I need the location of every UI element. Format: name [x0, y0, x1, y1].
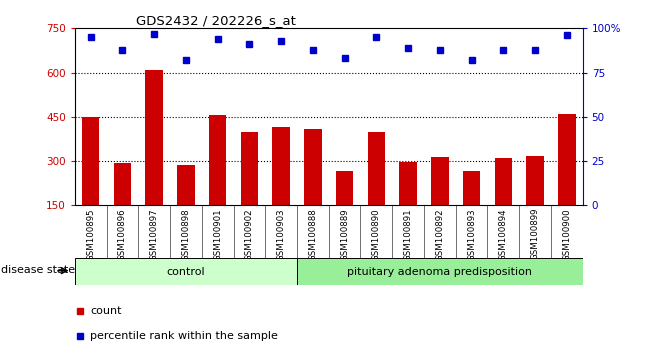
Text: GSM100893: GSM100893: [467, 208, 476, 261]
Text: GSM100894: GSM100894: [499, 208, 508, 261]
Bar: [75, 258, 297, 285]
Text: GSM100897: GSM100897: [150, 208, 159, 261]
Text: pituitary adenoma predisposition: pituitary adenoma predisposition: [348, 267, 533, 277]
Bar: [145, 70, 163, 205]
Text: disease state: disease state: [1, 265, 76, 275]
Bar: [177, 166, 195, 205]
Text: GSM100903: GSM100903: [277, 208, 286, 261]
Text: GDS2432 / 202226_s_at: GDS2432 / 202226_s_at: [136, 14, 296, 27]
Text: percentile rank within the sample: percentile rank within the sample: [90, 331, 278, 341]
Text: GSM100902: GSM100902: [245, 208, 254, 261]
Text: GSM100889: GSM100889: [340, 208, 349, 261]
Text: count: count: [90, 306, 122, 316]
Text: GSM100901: GSM100901: [213, 208, 222, 261]
Text: GSM100891: GSM100891: [404, 208, 413, 261]
Text: GSM100900: GSM100900: [562, 208, 572, 261]
Bar: [304, 129, 322, 205]
Text: control: control: [167, 267, 205, 277]
Bar: [431, 156, 449, 205]
Text: GSM100890: GSM100890: [372, 208, 381, 261]
Bar: [463, 171, 480, 205]
Bar: [495, 158, 512, 205]
Bar: [558, 114, 575, 205]
Bar: [241, 132, 258, 205]
Bar: [209, 115, 227, 205]
Bar: [114, 162, 132, 205]
Text: GSM100888: GSM100888: [309, 208, 318, 261]
Bar: [82, 117, 100, 205]
Bar: [272, 127, 290, 205]
Bar: [297, 258, 583, 285]
Text: GSM100899: GSM100899: [531, 208, 540, 261]
Text: GSM100898: GSM100898: [182, 208, 191, 261]
Bar: [399, 162, 417, 205]
Bar: [368, 132, 385, 205]
Text: GSM100892: GSM100892: [436, 208, 445, 261]
Text: GSM100895: GSM100895: [86, 208, 95, 261]
Text: GSM100896: GSM100896: [118, 208, 127, 261]
Bar: [336, 171, 353, 205]
Bar: [526, 156, 544, 205]
